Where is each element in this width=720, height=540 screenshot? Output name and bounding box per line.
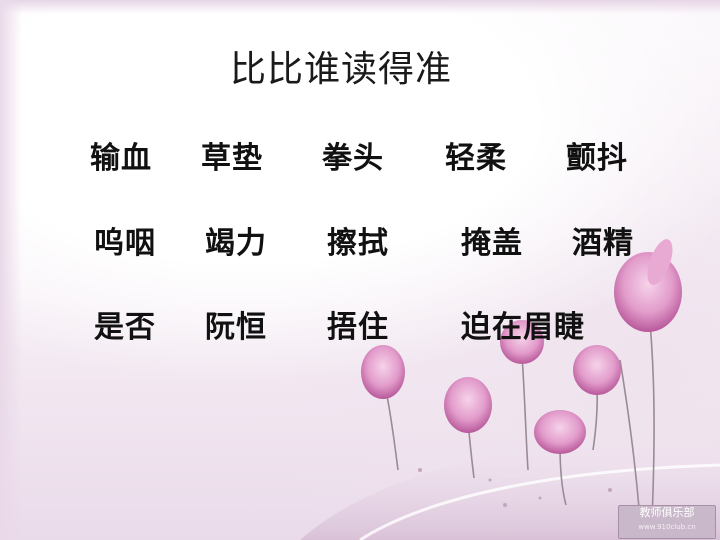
watermark-logo: 教师俱乐部 www.910club.cn	[618, 505, 716, 539]
word-item: 颤抖	[566, 141, 628, 176]
word-item: 掩盖	[461, 226, 523, 261]
word-item: 轻柔	[445, 141, 507, 176]
word-item: 迫在眉睫	[461, 310, 585, 345]
word-item: 呜咽	[94, 226, 156, 261]
word-item: 擦拭	[327, 226, 389, 261]
word-item: 是否	[94, 310, 156, 345]
ground-dots	[418, 468, 612, 507]
word-item: 酒精	[572, 226, 634, 261]
watermark-url: www.910club.cn	[638, 523, 696, 531]
ground-highlight	[359, 463, 720, 540]
word-item: 输血	[90, 141, 152, 176]
word-item: 草垫	[201, 141, 263, 176]
watermark-name: 教师俱乐部	[639, 506, 695, 519]
word-item: 拳头	[322, 141, 384, 176]
slide-top-border	[0, 0, 720, 14]
slide-title: 比比谁读得准	[230, 49, 453, 90]
word-item: 捂住	[327, 310, 389, 345]
word-item: 竭力	[205, 226, 267, 261]
word-item: 阮恒	[205, 310, 267, 345]
slide-left-border	[0, 0, 22, 540]
ground-shadow	[300, 430, 720, 540]
flower-heads	[361, 239, 682, 454]
